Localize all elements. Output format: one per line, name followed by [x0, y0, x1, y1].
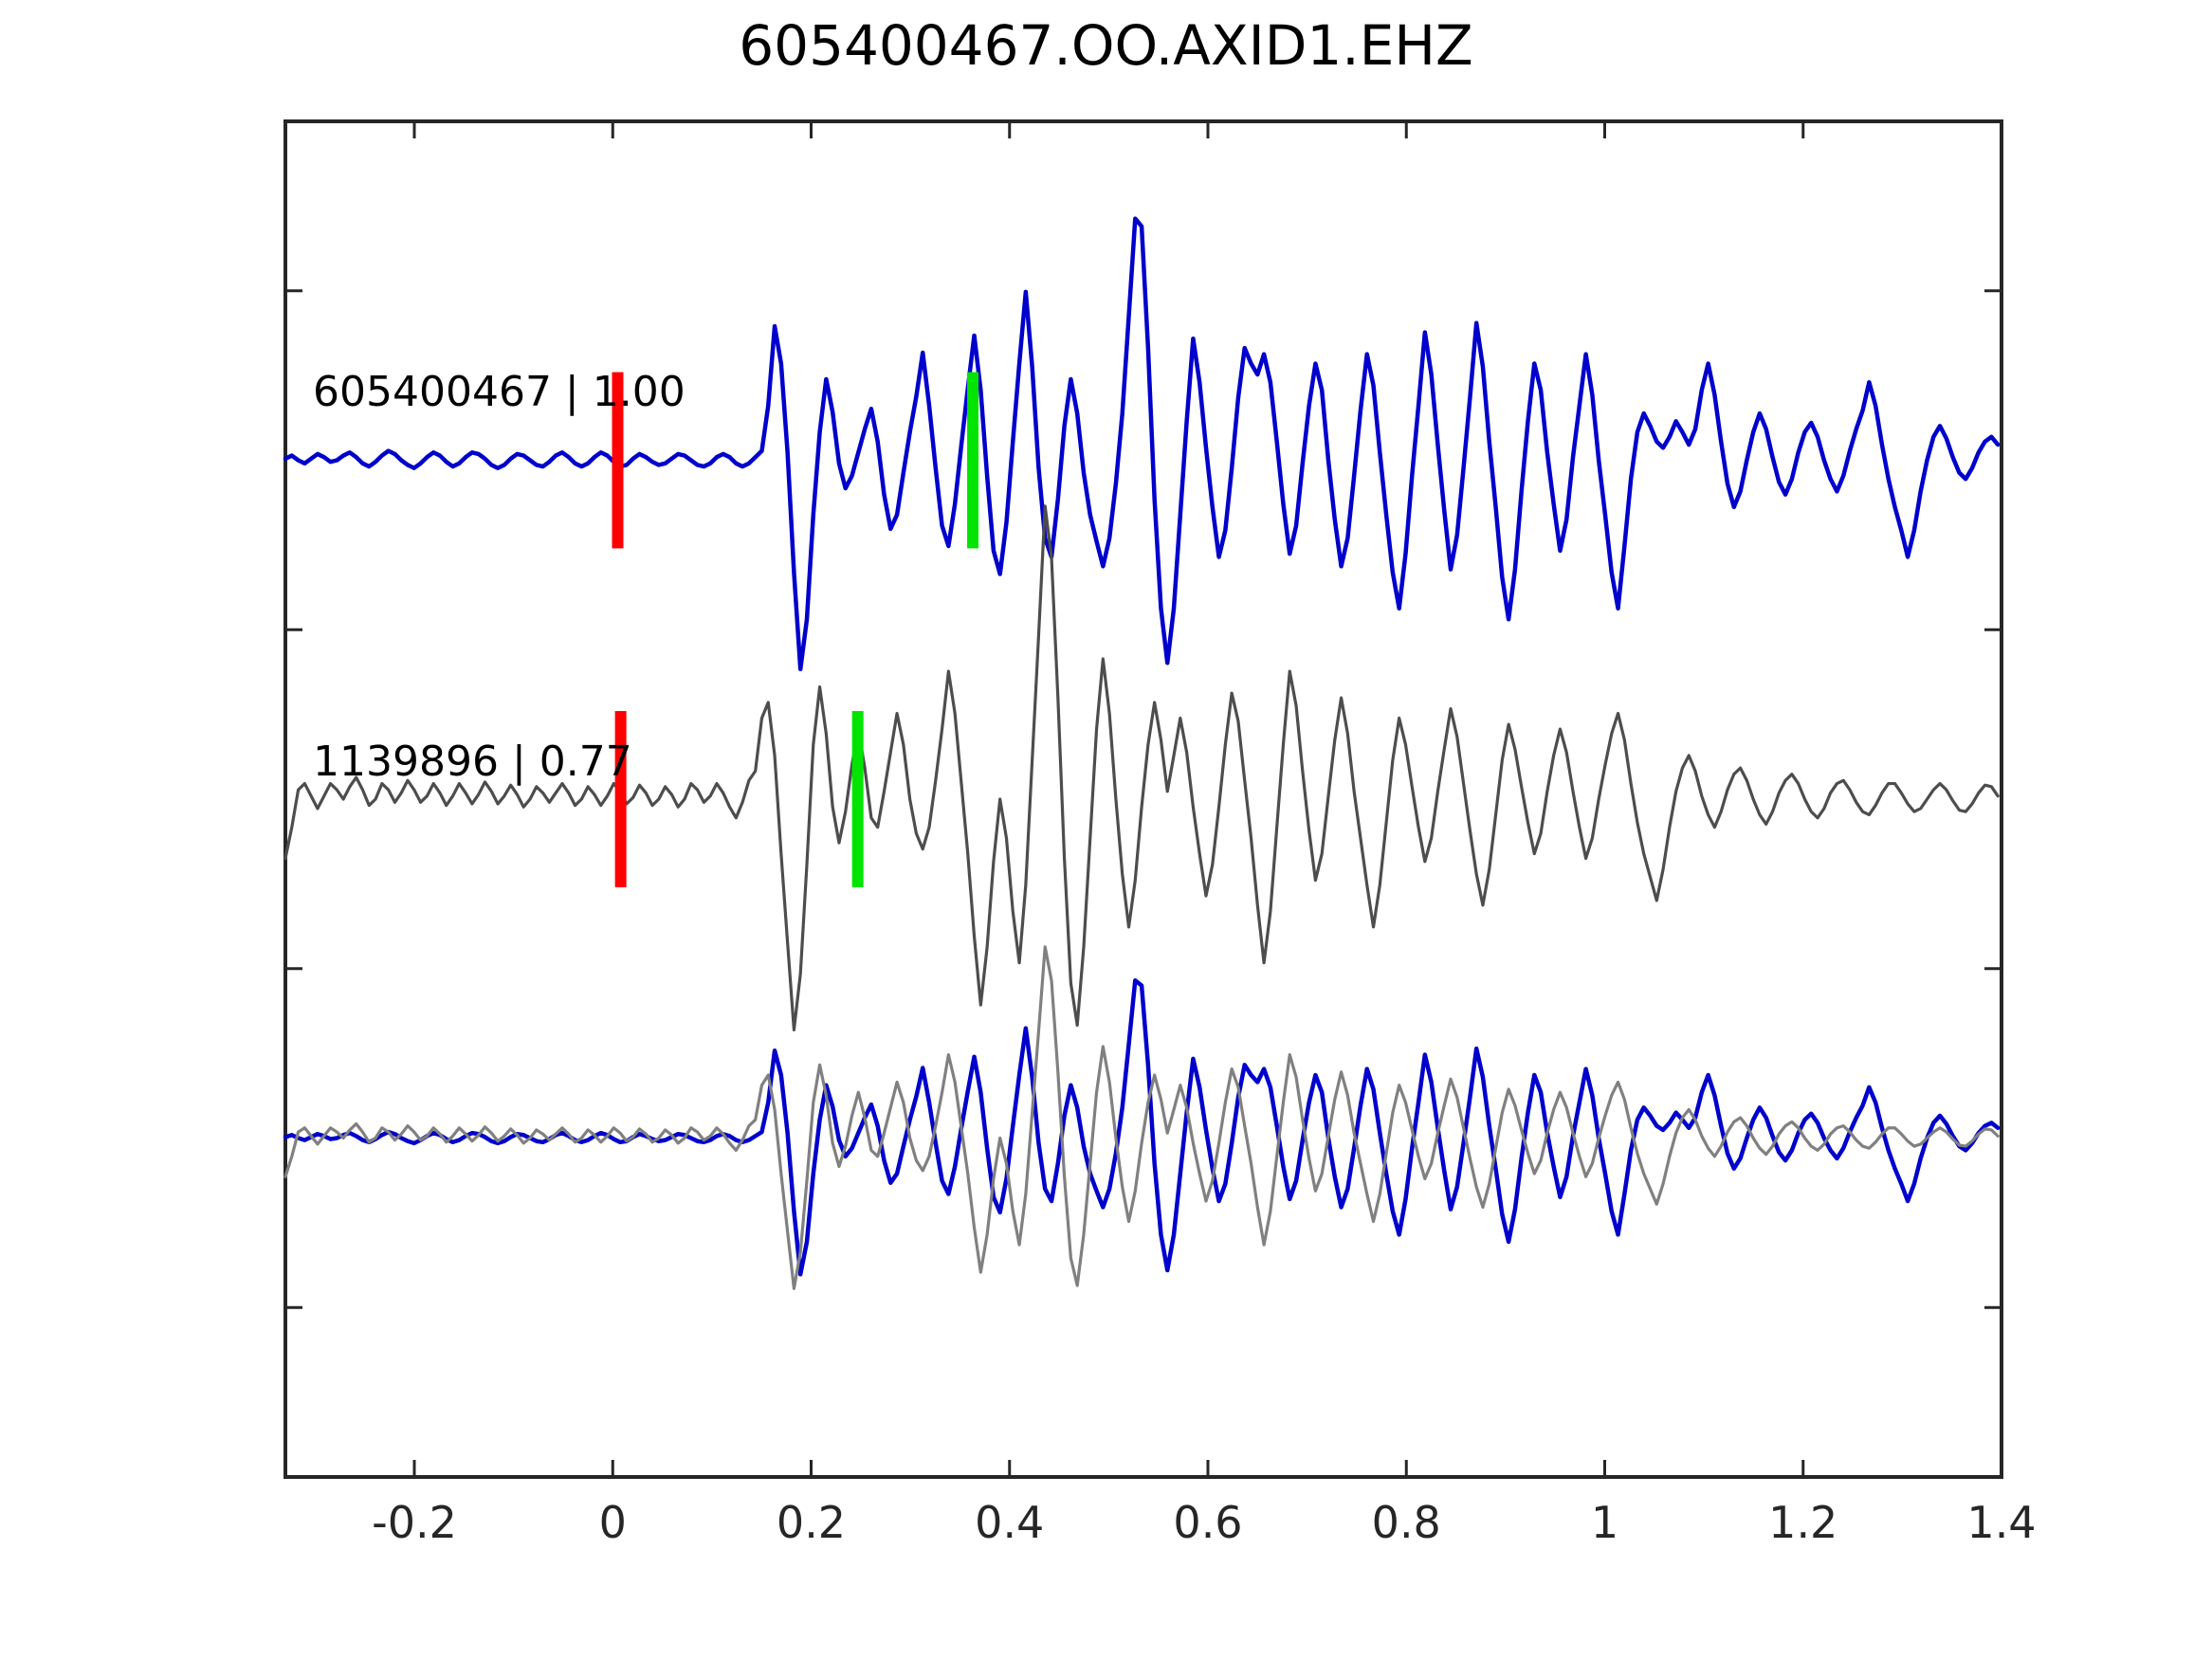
trace-label-detection: 1139896 | 0.77	[313, 738, 632, 786]
trace-label-template: 605400467 | 1.00	[313, 368, 686, 416]
x-tick-label: 0	[599, 1497, 627, 1548]
waveform-trace-3	[283, 978, 2001, 1277]
waveform-trace-4	[283, 945, 2000, 1290]
axis-frame	[283, 119, 2003, 1479]
tick-marks	[285, 121, 2003, 1477]
x-tick-label: 0.6	[1173, 1497, 1242, 1548]
p-pick-detection-marker	[614, 711, 627, 887]
page-title: 605400467.OO.AXID1.EHZ	[739, 13, 1473, 78]
x-tick-label: 1	[1591, 1497, 1618, 1548]
x-tick-label: 0.4	[975, 1497, 1044, 1548]
s-pick-template-marker	[967, 372, 979, 549]
x-tick-label: 0.2	[777, 1497, 846, 1548]
x-tick-label: 1.4	[1966, 1497, 2036, 1548]
waveform-trace-2	[283, 504, 2000, 1031]
x-tick-label: -0.2	[372, 1497, 457, 1548]
p-pick-template-marker	[612, 372, 624, 549]
x-tick-label: 0.8	[1372, 1497, 1441, 1548]
x-tick-label: 1.2	[1768, 1497, 1837, 1548]
x-axis-tick-labels: -0.2 0 0.2 0.4 0.6 0.8 1 1.2 1.4	[372, 1497, 2036, 1548]
waveform-traces	[283, 216, 2001, 1290]
waveform-trace-1	[283, 216, 2001, 672]
s-pick-detection-marker	[851, 711, 864, 887]
phase-pick-markers	[612, 372, 979, 887]
